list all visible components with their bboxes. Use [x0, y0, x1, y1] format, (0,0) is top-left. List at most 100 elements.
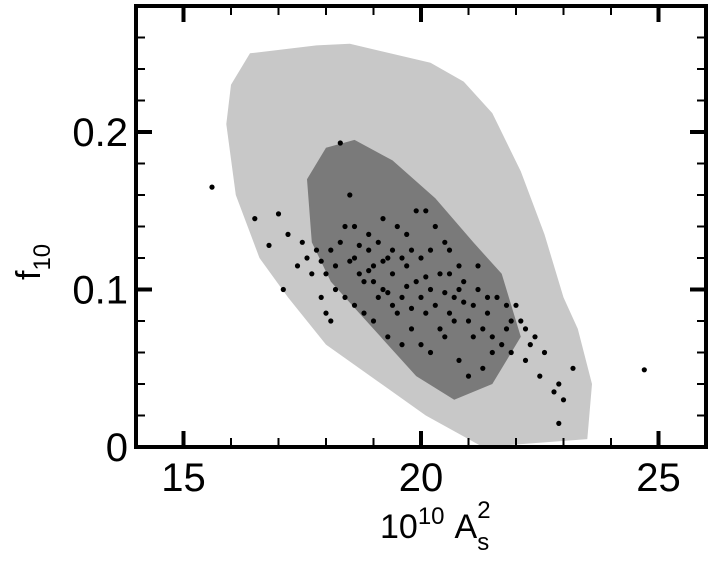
scatter-point [437, 271, 443, 277]
scatter-point [418, 294, 424, 300]
scatter-point [323, 271, 329, 277]
scatter-point [380, 258, 386, 264]
scatter-point [328, 318, 334, 324]
scatter-point [370, 279, 377, 285]
y-tick-label: 0 [106, 426, 128, 470]
scatter-point [503, 302, 510, 308]
x-tick-label: 15 [161, 456, 206, 500]
x-axis-label-sym: A [455, 508, 478, 546]
scatter-point [408, 326, 415, 332]
scatter-point [370, 263, 377, 269]
scatter-point [499, 342, 505, 348]
x-axis-label-exp: 10 [418, 503, 445, 530]
inner-confidence-region [307, 139, 521, 400]
scatter-point [380, 216, 386, 222]
scatter-point [285, 231, 291, 237]
scatter-point [494, 294, 500, 300]
scatter-point [427, 247, 434, 253]
scatter-point [518, 318, 524, 324]
tick-labels: 15 20 25 0 0.1 0.2 [72, 111, 680, 500]
x-axis-label-base: 10 [380, 508, 418, 546]
scatter-point [484, 310, 491, 316]
scatter-point [389, 302, 396, 308]
scatter-point [527, 342, 533, 348]
scatter-point [442, 239, 448, 245]
scatter-point [532, 334, 538, 340]
axis-ticks [135, 5, 707, 449]
scatter-point [366, 268, 372, 274]
scatter-point [556, 381, 562, 387]
scatter-point [380, 286, 386, 293]
y-axis-label-sym: f [10, 270, 48, 280]
scatter-point [294, 263, 301, 269]
scatter-point [456, 286, 462, 293]
scatter-point [375, 239, 381, 245]
scatter-point [522, 357, 529, 363]
scatter-point [423, 274, 429, 280]
scatter-point [537, 373, 543, 379]
scatter-point [351, 223, 358, 230]
scatter-point [461, 299, 467, 305]
y-tick-label: 0.2 [72, 111, 128, 155]
scatter-points [209, 140, 647, 426]
scatter-point [551, 389, 557, 395]
scatter-point [465, 318, 472, 324]
scatter-point [480, 365, 486, 371]
scatter-point [347, 258, 353, 264]
scatter-point [375, 294, 381, 300]
scatter-point [513, 302, 519, 308]
scatter-point [404, 263, 410, 269]
scatter-point [470, 302, 476, 308]
scatter-point [356, 242, 362, 248]
scatter-point [418, 342, 424, 348]
scatter-point [337, 140, 343, 146]
scatter-point [337, 239, 343, 245]
scatter-point [437, 326, 443, 332]
scatter-point [508, 318, 514, 324]
scatter-point [366, 247, 372, 253]
scatter-point [323, 310, 329, 316]
scatter-point [475, 263, 481, 269]
scatter-point [456, 263, 462, 269]
scatter-point [351, 255, 358, 261]
scatter-point [423, 310, 429, 316]
scatter-point [503, 326, 510, 332]
scatter-point [209, 184, 215, 190]
scatter-point [366, 231, 372, 237]
scatter-point [304, 255, 310, 261]
scatter-point [332, 263, 339, 269]
scatter-point [252, 216, 258, 222]
scatter-point [446, 310, 453, 316]
x-tick-label: 20 [399, 456, 444, 500]
confidence-regions [226, 43, 593, 448]
scatter-point [484, 294, 491, 300]
scatter-point [456, 357, 462, 363]
scatter-point [389, 271, 396, 277]
scatter-point [399, 294, 405, 300]
scatter-point [423, 208, 429, 214]
scatter-point [432, 302, 438, 308]
x-axis-label: 1010 As 2 [380, 497, 491, 556]
scatter-point [275, 211, 282, 217]
scatter-point [404, 283, 410, 289]
scatter-point [408, 305, 415, 311]
scatter-point [556, 420, 562, 426]
scatter-point [280, 286, 286, 293]
scatter-point [432, 223, 438, 230]
scatter-point [480, 326, 486, 332]
scatter-point [427, 349, 434, 356]
scatter-point [413, 208, 419, 214]
scatter-point [451, 294, 457, 300]
scatter-point [389, 247, 396, 253]
scatter-point [313, 247, 320, 253]
scatter-point [442, 290, 448, 296]
scatter-point [522, 326, 529, 332]
y-axis-label-sub: 10 [29, 244, 56, 271]
scatter-point [328, 247, 334, 253]
scatter-point [446, 271, 453, 277]
scatter-point [570, 365, 576, 371]
scatter-point [385, 334, 391, 340]
scatter-point [461, 279, 467, 285]
scatter-point [560, 397, 567, 403]
